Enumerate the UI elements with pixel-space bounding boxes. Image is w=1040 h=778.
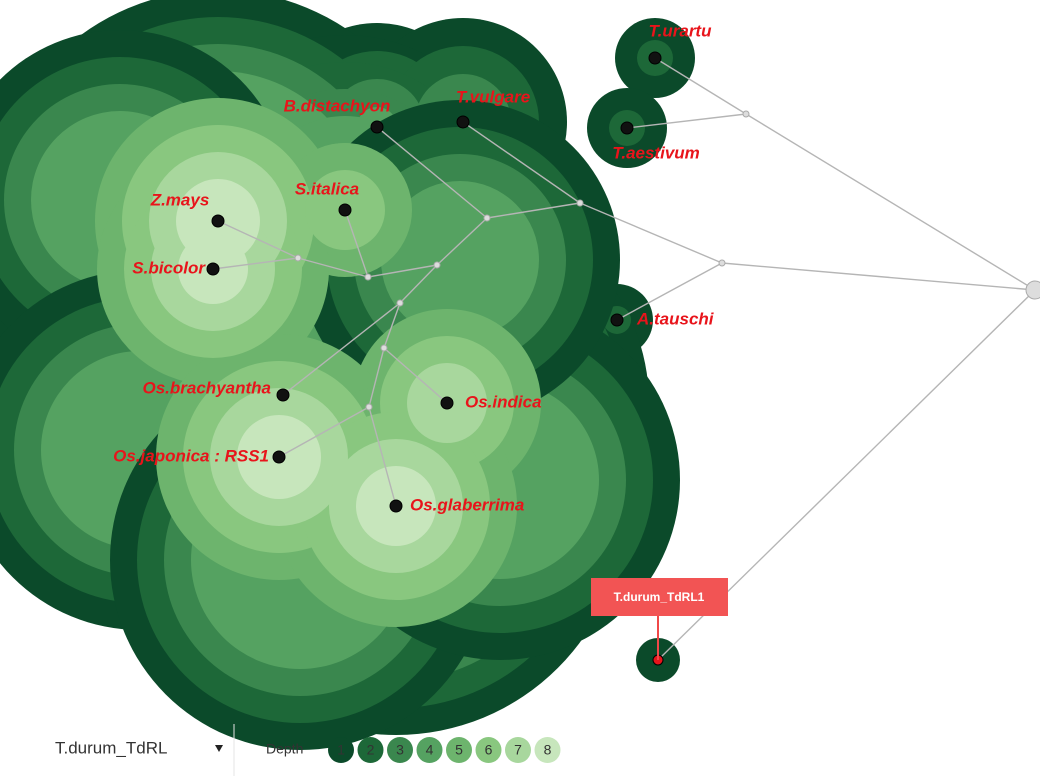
depth-label: Depth	[266, 741, 303, 757]
depth-number[interactable]: 2	[367, 742, 375, 758]
depth-number[interactable]: 6	[485, 742, 493, 758]
tree-edge	[436, 217, 488, 266]
internal-node	[718, 259, 726, 267]
tree-edge	[376, 126, 488, 219]
tree-edge	[278, 406, 370, 458]
tooltip-box	[591, 578, 728, 616]
tree-edge	[367, 264, 438, 278]
internal-node	[396, 299, 404, 307]
node-label: Os.japonica : RSS1	[113, 446, 269, 465]
tree-edge	[344, 209, 369, 278]
tree-edge	[282, 302, 401, 396]
tree-edge	[212, 257, 299, 270]
depth-swatch[interactable]	[475, 737, 502, 763]
internal-node	[294, 254, 302, 262]
node-label: T.urartu	[649, 21, 713, 40]
depth-swatch[interactable]	[446, 737, 472, 763]
depth-swatch[interactable]	[328, 737, 354, 763]
depth-region	[381, 181, 539, 339]
node-label: A.tauschi	[636, 309, 715, 328]
internal-node	[483, 214, 491, 222]
tree-edge	[579, 202, 723, 264]
leaf-node[interactable]	[648, 51, 662, 65]
tree-edge	[383, 347, 448, 404]
leaf-node[interactable]	[211, 214, 225, 228]
depth-swatch[interactable]	[534, 737, 561, 763]
tree-edge	[626, 113, 747, 129]
tree-edge	[654, 57, 747, 115]
tree-nodes: T.urartu B.distachyon T.vulgare T.aestivum Z…	[113, 21, 715, 666]
dropdown-arrow[interactable]	[215, 745, 223, 752]
leaf-node[interactable]	[272, 450, 286, 464]
internal-node	[364, 273, 372, 281]
node-label: S.bicolor	[132, 258, 206, 277]
tree-edge	[368, 347, 385, 408]
node-label: Os.glaberrima	[410, 495, 524, 514]
tooltip-text: T.durum_TdRL1	[614, 590, 705, 604]
tree-edge	[368, 406, 397, 507]
tree-edge	[486, 202, 581, 219]
node-label: Z.mays	[150, 190, 210, 209]
depth-number[interactable]: 1	[337, 742, 345, 758]
internal-node	[380, 344, 388, 352]
node-label: T.vulgare	[456, 87, 530, 106]
dropdown-value[interactable]: T.durum_TdRL	[55, 738, 167, 757]
controls: T.durum_TdRL Depth 1 2 3 4 5 6 7 8	[55, 724, 561, 776]
leaf-node[interactable]	[276, 388, 290, 402]
tree-edge	[616, 262, 723, 321]
node-label: Os.indica	[465, 392, 542, 411]
internal-node	[1025, 280, 1040, 300]
tree-edge	[462, 121, 581, 204]
tree-edge	[297, 257, 369, 278]
tree-edge	[217, 220, 299, 259]
depth-swatch[interactable]	[357, 737, 384, 763]
depth-number[interactable]: 8	[544, 742, 552, 758]
tree-edge	[383, 302, 401, 349]
leaf-node[interactable]	[440, 396, 454, 410]
leaf-node[interactable]	[338, 203, 352, 217]
depth-number[interactable]: 3	[396, 742, 404, 758]
tooltip: T.durum_TdRL1	[591, 578, 728, 660]
tree-edge	[399, 264, 438, 304]
node-label: T.aestivum	[612, 143, 700, 162]
internal-node	[576, 199, 584, 207]
leaf-node[interactable]	[610, 313, 624, 327]
leaf-node[interactable]	[389, 499, 403, 513]
depth-number[interactable]: 4	[426, 742, 434, 758]
leaf-node[interactable]	[620, 121, 634, 135]
tree-edge	[721, 262, 1036, 291]
depth-swatch[interactable]	[387, 737, 413, 763]
depth-legend: 1 2 3 4 5 6 7 8	[328, 737, 561, 763]
depth-number[interactable]: 7	[514, 742, 522, 758]
node-label: B.distachyon	[284, 96, 391, 115]
leaf-node[interactable]	[456, 115, 470, 129]
leaf-node[interactable]	[370, 120, 384, 134]
internal-node	[433, 261, 441, 269]
internal-node	[742, 110, 750, 118]
depth-number[interactable]: 5	[455, 742, 463, 758]
internal-node	[365, 403, 373, 411]
leaf-node[interactable]	[206, 262, 220, 276]
tree-edge	[745, 113, 1036, 291]
node-label: S.italica	[295, 179, 359, 198]
depth-swatch[interactable]	[416, 737, 443, 763]
depth-swatch[interactable]	[505, 737, 531, 763]
node-label: Os.brachyantha	[143, 378, 272, 397]
